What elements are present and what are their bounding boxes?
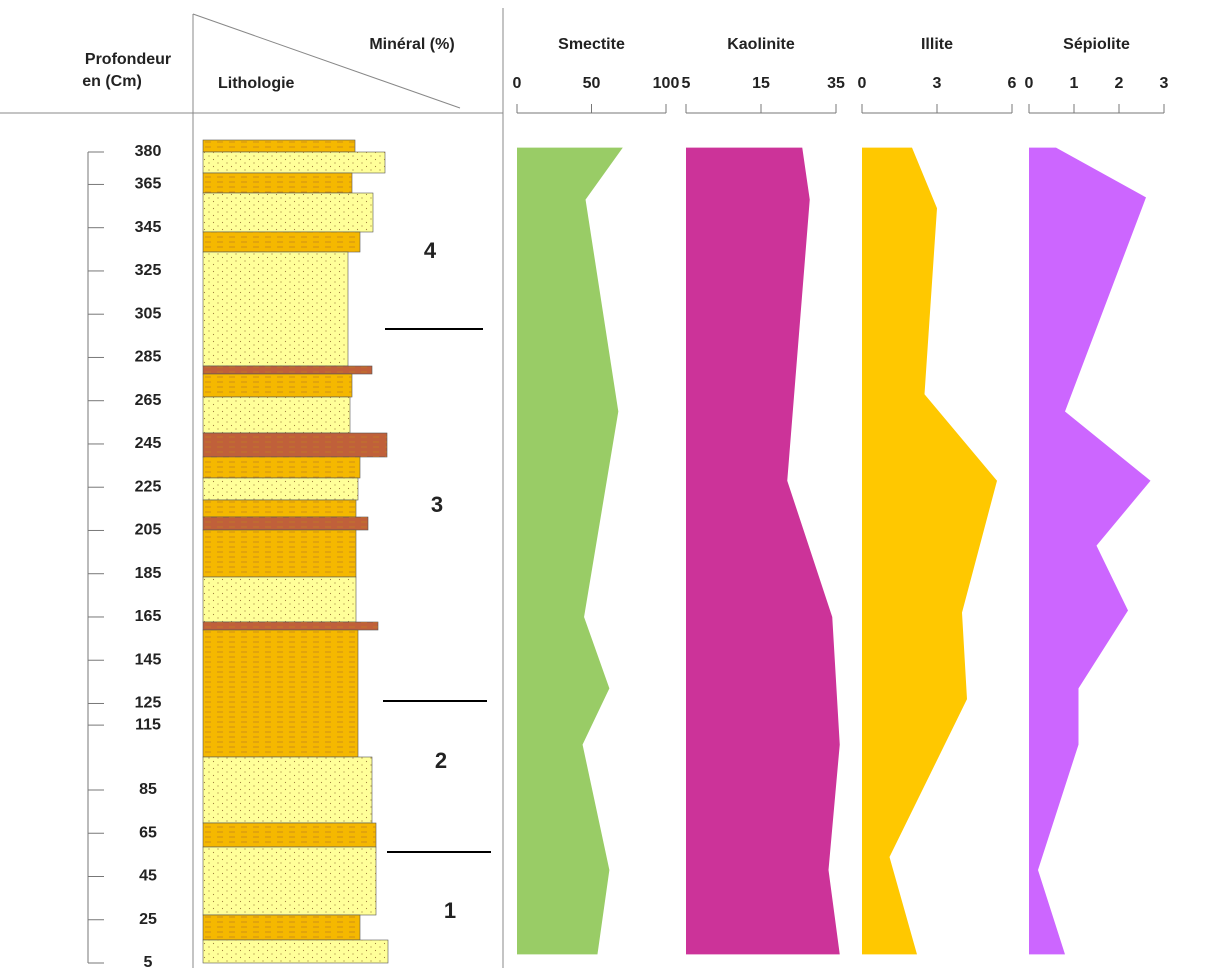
layer-texture xyxy=(203,252,348,366)
layer-texture xyxy=(203,530,356,577)
mineral-area xyxy=(517,147,623,955)
layer-texture xyxy=(203,847,376,915)
layer xyxy=(202,139,356,153)
layer xyxy=(202,172,353,194)
layer-texture xyxy=(203,173,352,193)
zone-label: 2 xyxy=(435,748,447,773)
layer xyxy=(202,396,351,434)
layer xyxy=(202,846,377,916)
layer xyxy=(202,432,388,458)
layer-texture xyxy=(203,152,385,173)
mineral-title: Minéral (%) xyxy=(369,36,454,53)
depth-tick-label: 25 xyxy=(139,911,157,928)
depth-tick-label: 245 xyxy=(135,435,162,452)
layer-texture xyxy=(203,577,356,622)
layer-texture xyxy=(203,478,358,500)
depth-tick-label: 265 xyxy=(135,392,162,409)
layer xyxy=(202,621,379,631)
depth-tick-label: 380 xyxy=(135,143,162,160)
x-tick-label: 3 xyxy=(933,75,942,92)
x-tick-label: 50 xyxy=(583,75,601,92)
depth-tick-label: 165 xyxy=(135,608,162,625)
depth-tick-label: 325 xyxy=(135,262,162,279)
panel-title: Smectite xyxy=(558,36,625,53)
layer-texture xyxy=(203,366,372,374)
depth-tick-label: 345 xyxy=(135,219,162,236)
mineral-area xyxy=(862,147,997,955)
x-tick-label: 6 xyxy=(1008,75,1017,92)
layer xyxy=(202,456,361,479)
x-tick-label: 5 xyxy=(682,75,691,92)
layer-texture xyxy=(203,622,378,630)
depth-title: en (Cm) xyxy=(82,73,142,90)
layer xyxy=(202,939,389,964)
layer xyxy=(202,499,357,518)
layer-texture xyxy=(203,500,356,517)
layer-texture xyxy=(203,193,373,232)
zone-lines xyxy=(383,328,491,853)
depth-title: Profondeur xyxy=(85,51,171,68)
layer-texture xyxy=(203,915,360,940)
x-tick-label: 0 xyxy=(858,75,867,92)
mineral-area xyxy=(1029,147,1151,955)
depth-tick-label: 365 xyxy=(135,176,162,193)
layer-texture xyxy=(203,757,372,823)
depth-tick-label: 5 xyxy=(144,954,153,968)
depth-tick-label: 305 xyxy=(135,305,162,322)
panel-title: Illite xyxy=(921,36,953,53)
layer-texture xyxy=(203,397,350,433)
layer xyxy=(202,251,349,367)
layer-texture xyxy=(203,630,358,757)
layer xyxy=(202,477,359,501)
layer xyxy=(202,231,361,253)
depth-tick-label: 225 xyxy=(135,478,162,495)
panel-title: Sépiolite xyxy=(1063,36,1130,53)
depth-tick-label: 125 xyxy=(135,695,162,712)
lithology-title: Lithologie xyxy=(218,75,295,92)
layer xyxy=(202,151,386,174)
layer xyxy=(202,822,377,848)
x-tick-label: 100 xyxy=(653,75,680,92)
panel-title: Kaolinite xyxy=(727,36,795,53)
layer-texture xyxy=(203,140,355,152)
frame xyxy=(0,8,504,968)
depth-tick-label: 115 xyxy=(135,716,161,733)
mineral-area xyxy=(686,147,840,955)
x-tick-label: 15 xyxy=(752,75,770,92)
layer-texture xyxy=(203,940,388,963)
layer xyxy=(202,576,357,623)
layer xyxy=(202,529,357,578)
layer xyxy=(202,373,353,398)
depth-tick-label: 45 xyxy=(139,868,157,885)
x-tick-label: 0 xyxy=(513,75,522,92)
layer xyxy=(202,756,373,824)
x-tick-label: 3 xyxy=(1160,75,1169,92)
layer-texture xyxy=(203,374,352,397)
layer-texture xyxy=(203,517,368,530)
x-tick-label: 0 xyxy=(1025,75,1034,92)
x-tick-label: 2 xyxy=(1115,75,1124,92)
layer xyxy=(202,365,373,375)
zone-label: 3 xyxy=(431,492,443,517)
lithology-column xyxy=(202,139,389,964)
layer-texture xyxy=(203,823,376,847)
x-tick-label: 35 xyxy=(827,75,845,92)
zone-label: 4 xyxy=(424,238,437,263)
depth-tick-label: 65 xyxy=(139,824,157,841)
layer xyxy=(202,914,361,941)
x-tick-label: 1 xyxy=(1070,75,1079,92)
depth-tick-label: 85 xyxy=(139,781,157,798)
depth-tick-label: 205 xyxy=(135,522,162,539)
zone-label: 1 xyxy=(444,898,456,923)
layer xyxy=(202,629,359,758)
depth-tick-label: 285 xyxy=(135,349,162,366)
depth-tick-label: 185 xyxy=(135,565,162,582)
layer-texture xyxy=(203,433,387,457)
layer-texture xyxy=(203,457,360,478)
layer xyxy=(202,192,374,233)
depth-tick-label: 145 xyxy=(135,651,162,668)
layer-texture xyxy=(203,232,360,252)
layer xyxy=(202,516,369,531)
